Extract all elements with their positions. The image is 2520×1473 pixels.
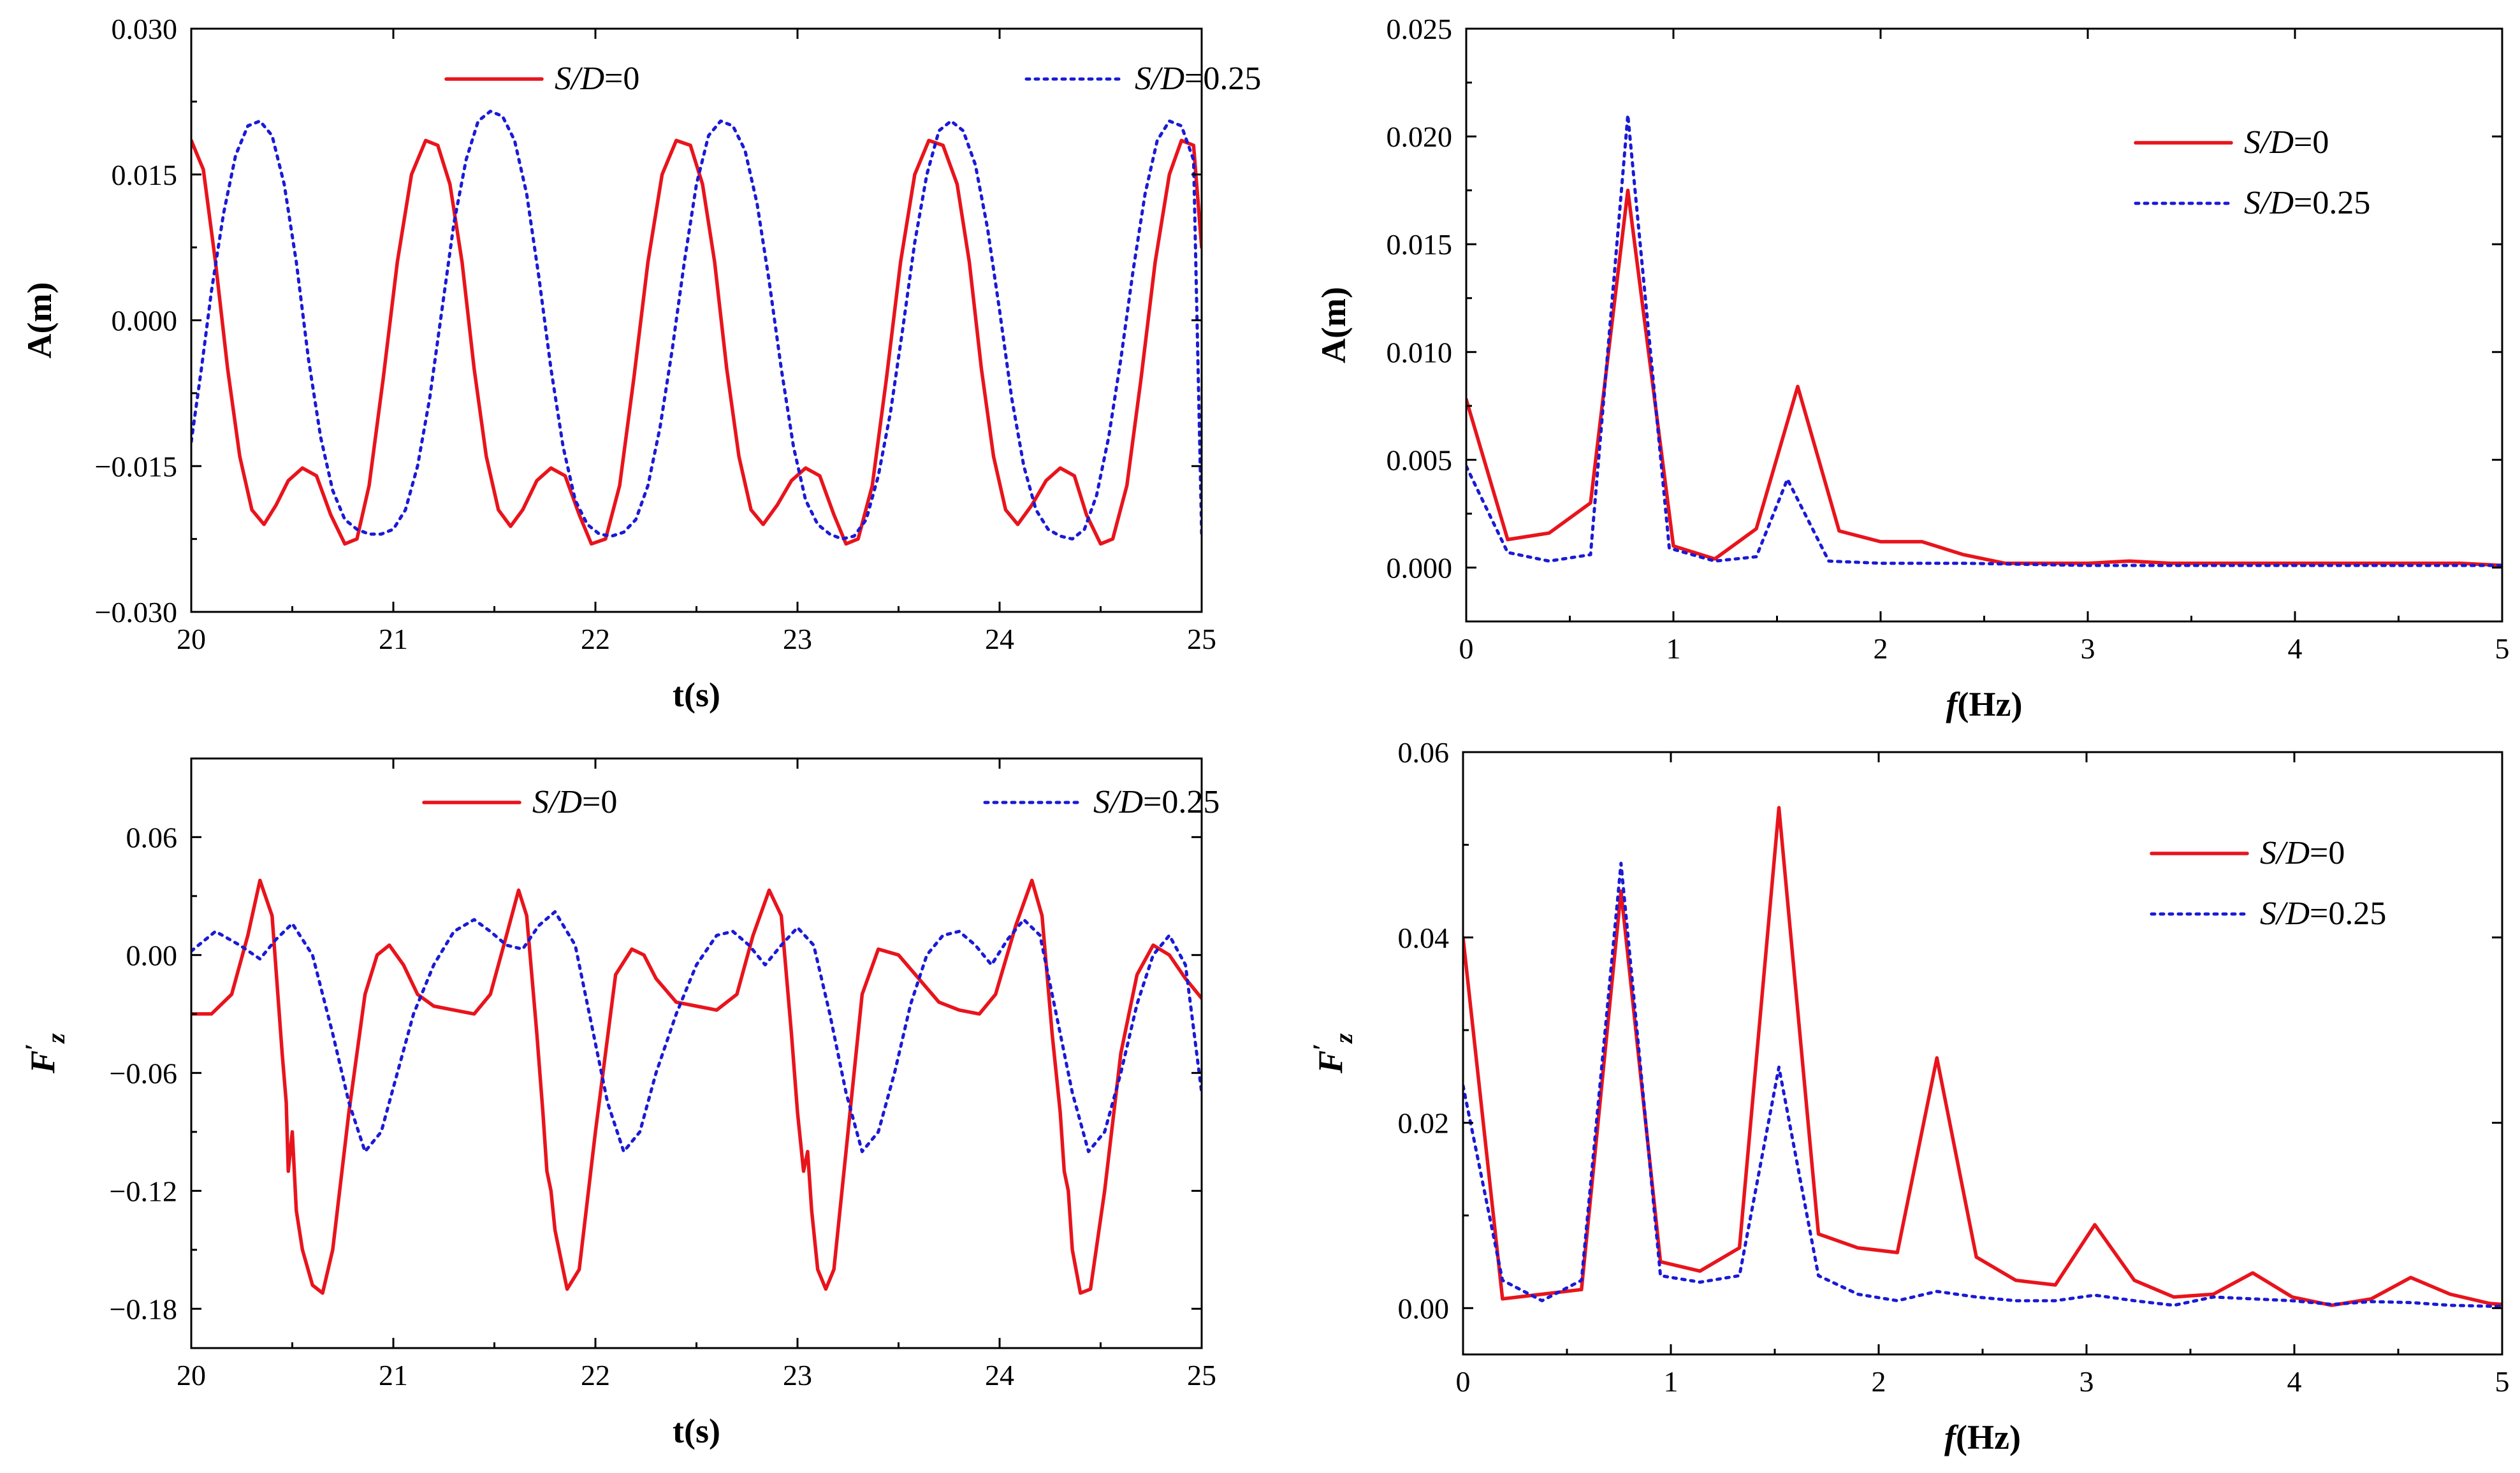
- x-tick-label: 0: [1459, 632, 1474, 665]
- y-tick-label: 0.02: [1398, 1107, 1450, 1140]
- legend-label: S/D=0.25: [1135, 61, 1261, 97]
- series-line-sd-0: [191, 138, 1202, 546]
- panel-a-freq: 0 1 2 3 4 5 0.000 0.005 0.010 0.015 0.020 0.025 f(Hz…: [1315, 13, 2510, 723]
- x-tick-label: 25: [1187, 623, 1216, 655]
- x-tick-label: 21: [379, 623, 408, 655]
- y-tick-label: −0.015: [95, 450, 177, 483]
- y-tick-label: 0.04: [1398, 922, 1450, 954]
- x-tick-label: 1: [1666, 632, 1681, 665]
- x-tick-label: 5: [2495, 1365, 2510, 1398]
- legend-label: S/D=0.25: [2260, 896, 2386, 932]
- axis-frame: [1462, 751, 2503, 1356]
- y-tick-label: 0.015: [112, 159, 178, 191]
- y-tick-label: 0.005: [1387, 444, 1453, 476]
- legend-label: S/D=0.25: [2244, 185, 2370, 221]
- x-tick-label: 22: [581, 623, 610, 655]
- x-axis-title: f(Hz): [1944, 1418, 2021, 1456]
- legend-label: S/D=0: [532, 784, 617, 820]
- y-tick-label: 0.010: [1387, 336, 1453, 368]
- y-axis-title: A(m): [1315, 287, 1353, 363]
- x-tick-label: 4: [2287, 1365, 2302, 1398]
- x-tick-label: 0: [1456, 1365, 1471, 1398]
- x-tick-label: 24: [985, 623, 1014, 655]
- legend-label: S/D=0: [2260, 835, 2345, 871]
- y-tick-label: 0.06: [1398, 736, 1450, 769]
- y-tick-label: 0.06: [126, 821, 178, 853]
- y-tick-label: 0.015: [1387, 228, 1453, 261]
- y-tick-label: 0.00: [126, 939, 178, 971]
- legend-label: S/D=0: [555, 61, 639, 97]
- series-line-sd-0-25: [191, 110, 1202, 541]
- y-tick-label: 0.020: [1387, 120, 1453, 153]
- axis-frame: [190, 757, 1203, 1349]
- axis-frame: [1465, 27, 2503, 623]
- y-tick-label: −0.030: [95, 596, 177, 628]
- y-tick-label: 0.025: [1387, 13, 1453, 45]
- y-tick-label: −0.12: [110, 1175, 177, 1207]
- series-line-sd-0: [1466, 188, 2502, 567]
- x-tick-label: 22: [581, 1359, 610, 1391]
- legend: S/D=0 S/D=0.25: [2134, 124, 2370, 221]
- series-line-sd-0-25: [191, 910, 1202, 1154]
- y-tick-label: 0.000: [1387, 551, 1453, 584]
- y-tick-label: −0.18: [110, 1293, 177, 1325]
- series-line-sd-0-25: [1463, 862, 2502, 1308]
- legend-label: S/D=0.25: [1093, 784, 1220, 820]
- x-tick-label: 4: [2288, 632, 2303, 665]
- y-axis-title: F′z: [20, 1033, 70, 1074]
- series-line-sd-0: [191, 878, 1202, 1295]
- panel-a-time: 20 21 22 23 24 25 −0.030 −0.015 0.000 0.015 0.030 t…: [20, 13, 1261, 714]
- x-tick-label: 5: [2495, 632, 2510, 665]
- panel-f-freq: 0 1 2 3 4 50.000.020.040.06f(Hz)F′zS/D=0S/D=0…: [1307, 736, 2510, 1456]
- x-tick-label: 23: [783, 623, 812, 655]
- axis-frame: [190, 27, 1203, 613]
- x-tick-label: 1: [1664, 1365, 1679, 1398]
- y-axis-title: F′z: [1307, 1033, 1358, 1074]
- y-tick-label: 0.00: [1398, 1292, 1450, 1324]
- x-axis-title: t(s): [673, 676, 720, 714]
- x-tick-label: 2: [1874, 632, 1888, 665]
- y-tick-label: 0.030: [112, 13, 178, 45]
- y-axis-title: A(m): [20, 282, 59, 359]
- x-tick-label: 25: [1187, 1359, 1216, 1391]
- legend-label: S/D=0: [2244, 124, 2329, 161]
- x-axis-title: f(Hz): [1946, 685, 2023, 723]
- x-tick-label: 20: [177, 1359, 206, 1391]
- x-tick-label: 23: [783, 1359, 812, 1391]
- x-tick-label: 3: [2079, 1365, 2094, 1398]
- y-tick-label: −0.06: [110, 1057, 177, 1089]
- x-axis-title: t(s): [673, 1412, 720, 1450]
- legend: S/D=0 S/D=0.25: [2150, 835, 2386, 932]
- x-tick-label: 2: [1872, 1365, 1886, 1398]
- series-line-sd-0-25: [1466, 113, 2502, 567]
- panel-f-time: 20 21 22 23 24 25 −0.18 −0.12 −0.06 0.00 0.06 t(s) F…: [20, 757, 1220, 1450]
- y-tick-label: 0.000: [112, 305, 178, 337]
- x-tick-label: 3: [2081, 632, 2095, 665]
- legend: S/D=0 S/D=0.25: [422, 784, 1220, 820]
- x-tick-label: 21: [379, 1359, 408, 1391]
- legend: S/D=0 S/D=0.25: [444, 61, 1261, 97]
- x-tick-label: 20: [177, 623, 206, 655]
- x-tick-label: 24: [985, 1359, 1014, 1391]
